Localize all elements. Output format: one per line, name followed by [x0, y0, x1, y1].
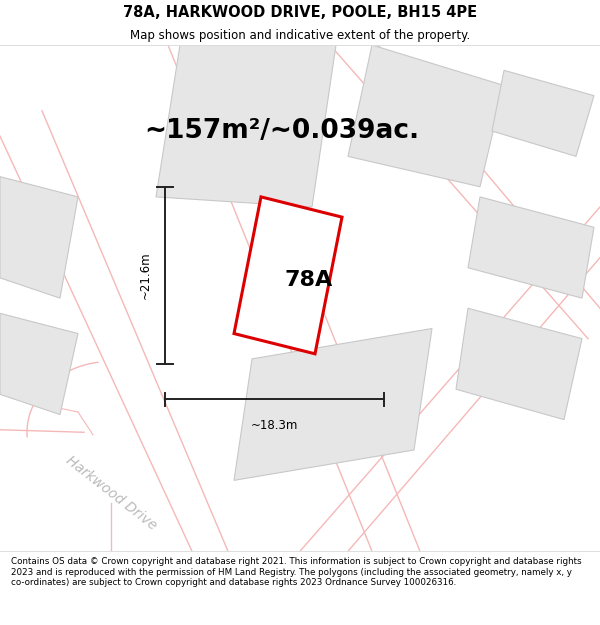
Polygon shape: [234, 329, 432, 481]
Polygon shape: [492, 70, 594, 156]
Text: 78A: 78A: [285, 271, 333, 291]
Polygon shape: [0, 313, 78, 414]
Text: Map shows position and indicative extent of the property.: Map shows position and indicative extent…: [130, 29, 470, 42]
Text: 78A, HARKWOOD DRIVE, POOLE, BH15 4PE: 78A, HARKWOOD DRIVE, POOLE, BH15 4PE: [123, 5, 477, 20]
Text: Harkwood Drive: Harkwood Drive: [63, 453, 159, 532]
Text: ~18.3m: ~18.3m: [251, 419, 298, 432]
Polygon shape: [348, 45, 504, 187]
Text: ~21.6m: ~21.6m: [139, 251, 152, 299]
Polygon shape: [234, 197, 342, 354]
Polygon shape: [456, 308, 582, 419]
Polygon shape: [468, 197, 594, 298]
Text: ~157m²/~0.039ac.: ~157m²/~0.039ac.: [145, 118, 419, 144]
Polygon shape: [156, 45, 336, 207]
Polygon shape: [0, 177, 78, 298]
Text: Contains OS data © Crown copyright and database right 2021. This information is : Contains OS data © Crown copyright and d…: [11, 557, 581, 587]
